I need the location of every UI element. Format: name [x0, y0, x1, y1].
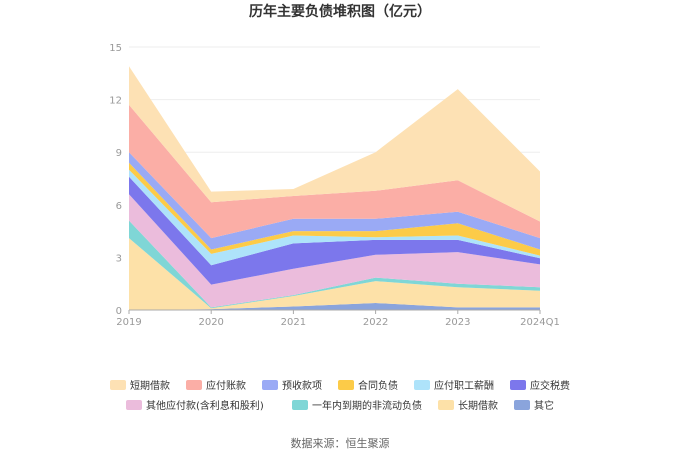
stacked-areas	[129, 66, 540, 310]
data-source: 数据来源：恒生聚源	[291, 436, 390, 450]
y-tick-label: 12	[109, 96, 122, 107]
area-其它	[129, 303, 540, 310]
legend-swatch	[262, 380, 278, 390]
legend-item-其他应付款(含利息和股利): 其他应付款(含利息和股利)	[126, 399, 264, 412]
axes: 0 3 6 9 12 15 2019 2020 2021 2022 2023 2024Q1	[109, 43, 560, 328]
y-tick-label: 9	[116, 148, 122, 159]
legend-swatch	[338, 380, 354, 390]
x-tick-label: 2024Q1	[520, 317, 560, 328]
legend-swatch	[438, 400, 454, 410]
area-长期借款	[129, 238, 540, 310]
legend-swatch	[186, 380, 202, 390]
y-tick-label: 15	[109, 43, 122, 54]
area-合同负债	[129, 162, 540, 256]
y-tick-label: 0	[116, 306, 122, 317]
area-短期借款	[129, 66, 540, 222]
legend-label: 合同负债	[358, 379, 398, 392]
legend-item-应交税费: 应交税费	[510, 379, 570, 392]
x-tick-label: 2020	[198, 317, 223, 328]
legend-item-预收款项: 预收款项	[262, 379, 322, 392]
x-tick-label: 2019	[116, 317, 141, 328]
legend-swatch	[110, 380, 126, 390]
legend-label: 短期借款	[130, 379, 170, 392]
legend-item-短期借款: 短期借款	[110, 379, 170, 392]
legend-label: 预收款项	[282, 379, 322, 392]
legend-label: 其它	[534, 399, 554, 412]
area-预收款项	[129, 152, 540, 250]
y-tick-label: 3	[116, 253, 122, 264]
legend-item-一年内到期的非流动负债: 一年内到期的非流动负债	[292, 399, 422, 412]
legend-swatch	[126, 400, 142, 410]
legend-label: 应付职工薪酬	[434, 379, 494, 392]
legend-item-应付职工薪酬: 应付职工薪酬	[414, 379, 494, 392]
legend-label: 应交税费	[530, 379, 570, 392]
legend-swatch	[292, 400, 308, 410]
y-tick-label: 6	[116, 201, 122, 212]
legend-swatch	[414, 380, 430, 390]
x-tick-label: 2021	[281, 317, 306, 328]
legend-swatch	[510, 380, 526, 390]
area-应付账款	[129, 104, 540, 239]
x-tick-label: 2023	[445, 317, 470, 328]
x-tick-label: 2022	[363, 317, 388, 328]
legend-item-合同负债: 合同负债	[338, 379, 398, 392]
legend-swatch	[514, 400, 530, 410]
area-其他应付款(含利息和股利)	[129, 194, 540, 308]
legend-label: 长期借款	[458, 399, 498, 412]
legend-item-其它: 其它	[514, 399, 554, 412]
legend-label: 其他应付款(含利息和股利)	[146, 399, 264, 412]
legend-item-长期借款: 长期借款	[438, 399, 498, 412]
legend-item-应付账款: 应付账款	[186, 379, 246, 392]
legend-label: 应付账款	[206, 379, 246, 392]
legend-label: 一年内到期的非流动负债	[312, 399, 422, 412]
chart-title: 历年主要负债堆积图（亿元）	[249, 3, 431, 20]
